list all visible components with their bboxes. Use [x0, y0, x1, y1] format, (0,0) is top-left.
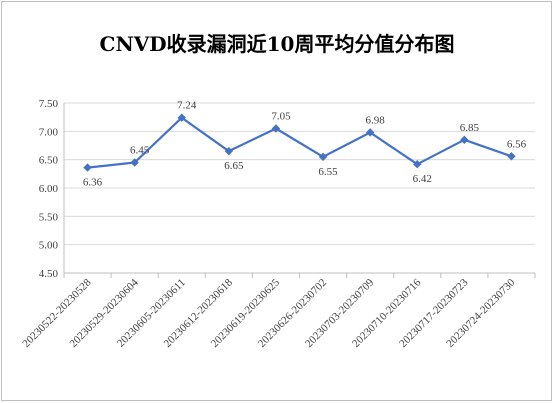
- data-label: 6.45: [130, 145, 150, 157]
- chart-title: CNVD收录漏洞近10周平均分值分布图: [99, 32, 455, 56]
- series-line: [87, 116, 512, 169]
- data-label: 6.85: [460, 122, 480, 134]
- data-point: [460, 135, 469, 145]
- y-tick-label: 7.00: [39, 126, 59, 138]
- data-point: [413, 160, 422, 169]
- data-point: [271, 124, 281, 133]
- data-label: 6.56: [507, 138, 527, 150]
- data-point: [130, 158, 139, 167]
- data-point: [318, 152, 328, 162]
- grid-lines: [64, 102, 535, 246]
- data-label: 6.55: [318, 166, 338, 178]
- axes: [63, 103, 536, 278]
- data-label: 7.24: [177, 100, 197, 112]
- y-tick-label: 6.50: [39, 155, 59, 167]
- data-label: 6.65: [224, 160, 244, 172]
- data-label: 6.42: [413, 173, 432, 185]
- data-label: 7.05: [271, 111, 291, 123]
- y-tick-labels: 4.50 5.00 5.50 6.00 6.50 7.00 7.50: [39, 98, 59, 280]
- y-tick-label: 7.50: [39, 98, 59, 110]
- x-tick-labels: 20230522-2023052820230529-20230604202306…: [20, 276, 518, 350]
- data-labels: 6.36 6.45 7.24 6.65 7.05 6.55 6.98 6.42 6.85 6.56: [83, 100, 527, 189]
- data-label: 6.98: [366, 114, 386, 126]
- y-tick-label: 5.00: [39, 240, 59, 252]
- series: [83, 113, 516, 172]
- data-point: [177, 113, 186, 122]
- data-point: [365, 128, 375, 137]
- y-tick-label: 6.00: [39, 183, 59, 195]
- data-point: [83, 163, 92, 172]
- data-point: [224, 146, 234, 156]
- data-label: 6.36: [83, 177, 103, 189]
- y-tick-label: 5.50: [39, 211, 59, 223]
- data-point: [507, 152, 516, 161]
- y-tick-label: 4.50: [39, 268, 59, 280]
